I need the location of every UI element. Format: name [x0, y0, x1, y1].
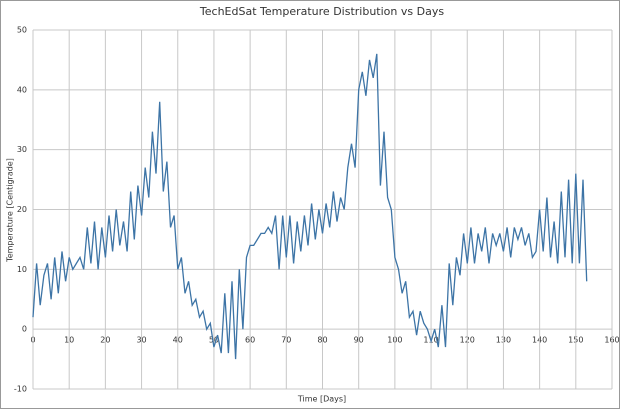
y-tick-label: 30: [17, 145, 27, 154]
y-tick-label: 0: [22, 325, 27, 334]
y-axis-label: Temperature [Centigrade]: [6, 158, 15, 263]
y-tick-label: -10: [14, 385, 27, 394]
data-line: [32, 53, 588, 360]
x-axis-label: Time [Days]: [297, 395, 346, 404]
chart-title: TechEdSat Temperature Distribution vs Da…: [199, 5, 444, 18]
y-tick-label: 10: [17, 265, 27, 274]
y-tick-label: 40: [17, 85, 27, 94]
y-tick-label: 20: [17, 205, 27, 214]
y-tick-label: 50: [17, 26, 27, 35]
